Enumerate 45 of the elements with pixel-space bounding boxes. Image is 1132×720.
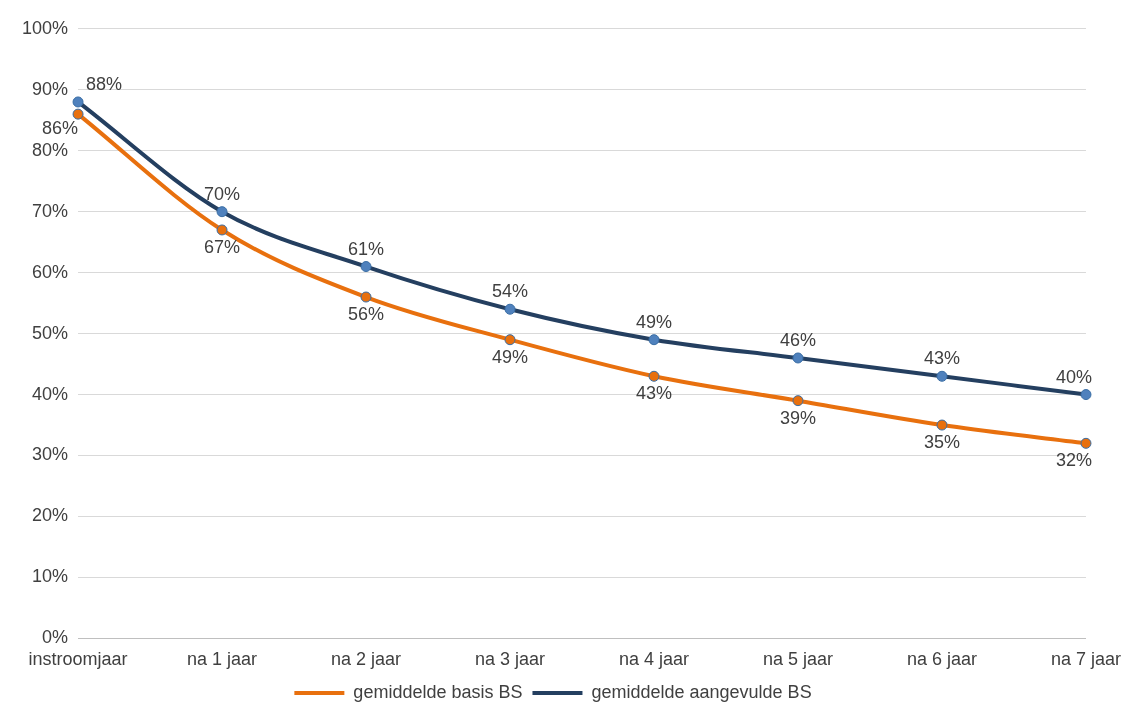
data-label: 40% (1055, 366, 1092, 387)
x-tick-label: na 1 jaar (187, 649, 258, 670)
data-label: 70% (204, 183, 241, 204)
data-label: 35% (923, 432, 960, 453)
data-label: 43% (923, 348, 960, 369)
y-tick-label: 30% (32, 444, 69, 465)
point (72, 108, 84, 120)
data-label: 86% (42, 118, 79, 139)
data-label: 67% (204, 236, 241, 257)
y-tick-label: 60% (32, 261, 69, 282)
data-label: 49% (635, 311, 673, 332)
x-tick-label: na 4 jaar (618, 649, 690, 670)
data-label: 49% (492, 346, 529, 367)
legend-label: gemiddelde aangevulde BS (591, 681, 812, 702)
x-tick-label: na 7 jaar (1050, 649, 1122, 670)
y-tick-label: 20% (32, 505, 69, 526)
point (648, 370, 660, 382)
x-tick-label: na 6 jaar (906, 649, 978, 670)
data-label: 39% (779, 407, 817, 428)
data-label: 61% (348, 238, 385, 259)
data-label: 43% (635, 383, 673, 404)
x-tick-label: na 5 jaar (762, 649, 834, 670)
point (792, 395, 804, 407)
y-tick-label: 90% (32, 78, 69, 99)
y-tick-label: 0% (42, 627, 69, 648)
y-tick-label: 40% (32, 383, 69, 404)
y-tick-label: 70% (32, 200, 69, 221)
data-label: 46% (779, 329, 817, 350)
point (936, 419, 948, 431)
point (360, 291, 372, 303)
data-label: 32% (1055, 450, 1092, 471)
x-tick-label: instroomjaar (28, 649, 128, 670)
x-tick-label: na 2 jaar (330, 649, 402, 670)
x-tick-label: na 3 jaar (474, 649, 546, 670)
y-tick-label: 100% (21, 17, 69, 38)
data-label: 54% (492, 281, 529, 302)
point (504, 334, 516, 346)
y-tick-label: 80% (32, 139, 69, 160)
y-tick-label: 50% (32, 322, 69, 343)
data-label: 88% (86, 73, 123, 94)
point (1080, 437, 1092, 449)
legend-label: gemiddelde basis BS (353, 681, 523, 702)
y-tick-label: 10% (32, 566, 69, 587)
point (216, 224, 228, 236)
data-label: 56% (348, 303, 385, 324)
